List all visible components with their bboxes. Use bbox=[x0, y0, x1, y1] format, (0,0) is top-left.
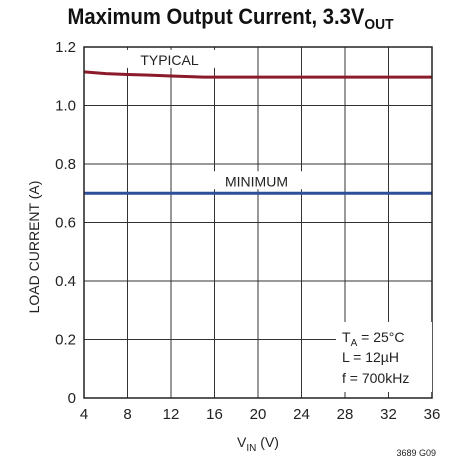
x-axis-label-unit: (V) bbox=[256, 434, 279, 450]
x-tick-label: 32 bbox=[380, 406, 397, 423]
series-label-background bbox=[123, 49, 216, 68]
y-tick-label: 0.2 bbox=[55, 332, 76, 349]
y-tick-label: 0.4 bbox=[55, 273, 76, 290]
y-tick-label: 1.2 bbox=[55, 39, 76, 56]
condition-ta-value: = 25°C bbox=[357, 329, 404, 345]
x-tick-label: 4 bbox=[80, 406, 88, 423]
test-conditions: TA = 25°C L = 12µH f = 700kHz bbox=[336, 322, 432, 392]
chart-title-main: Maximum Output Current, 3.3V bbox=[67, 4, 365, 29]
x-tick-label: 8 bbox=[123, 406, 131, 423]
x-axis-label-main: V bbox=[237, 434, 247, 450]
series-line-typical bbox=[83, 70, 432, 79]
y-tick-label: 0 bbox=[68, 390, 76, 407]
x-tick-label: 36 bbox=[424, 406, 441, 423]
chart-title: Maximum Output Current, 3.3VOUT bbox=[18, 4, 442, 33]
y-tick-label: 0.6 bbox=[55, 215, 76, 232]
series-label-typical: TYPICAL bbox=[140, 52, 199, 68]
plot-frame bbox=[83, 46, 433, 399]
figure-code: 3689 G09 bbox=[396, 448, 436, 458]
condition-temperature: TA = 25°C bbox=[342, 329, 404, 349]
y-tick-label: 1.0 bbox=[55, 98, 76, 115]
x-tick-label: 28 bbox=[337, 406, 354, 423]
condition-inductance: L = 12µH bbox=[342, 349, 399, 365]
condition-ta-subscript: A bbox=[351, 338, 358, 349]
series-label-background bbox=[210, 171, 303, 190]
x-tick-label: 24 bbox=[293, 406, 310, 423]
y-tick-labels: 0 0.2 0.4 0.6 0.8 1.0 1.2 bbox=[55, 39, 76, 407]
x-tick-label: 12 bbox=[163, 406, 180, 423]
y-tick-label: 0.8 bbox=[55, 156, 76, 173]
x-tick-labels: 4 8 12 16 20 24 28 32 36 bbox=[80, 406, 441, 423]
x-tick-label: 20 bbox=[250, 406, 267, 423]
series-labels: TYPICAL MINIMUM bbox=[123, 49, 303, 190]
conditions-background bbox=[336, 322, 432, 392]
series-label-minimum: MINIMUM bbox=[225, 173, 288, 189]
condition-frequency: f = 700kHz bbox=[342, 370, 409, 386]
condition-ta-main: T bbox=[342, 329, 351, 345]
x-axis-label-subscript: IN bbox=[246, 443, 256, 454]
x-axis-label: VIN (V) bbox=[237, 434, 279, 454]
series-lines bbox=[83, 70, 432, 195]
y-axis-label: LOAD CURRENT (A) bbox=[26, 181, 42, 314]
x-tick-label: 16 bbox=[206, 406, 223, 423]
chart-title-subscript: OUT bbox=[364, 16, 394, 33]
